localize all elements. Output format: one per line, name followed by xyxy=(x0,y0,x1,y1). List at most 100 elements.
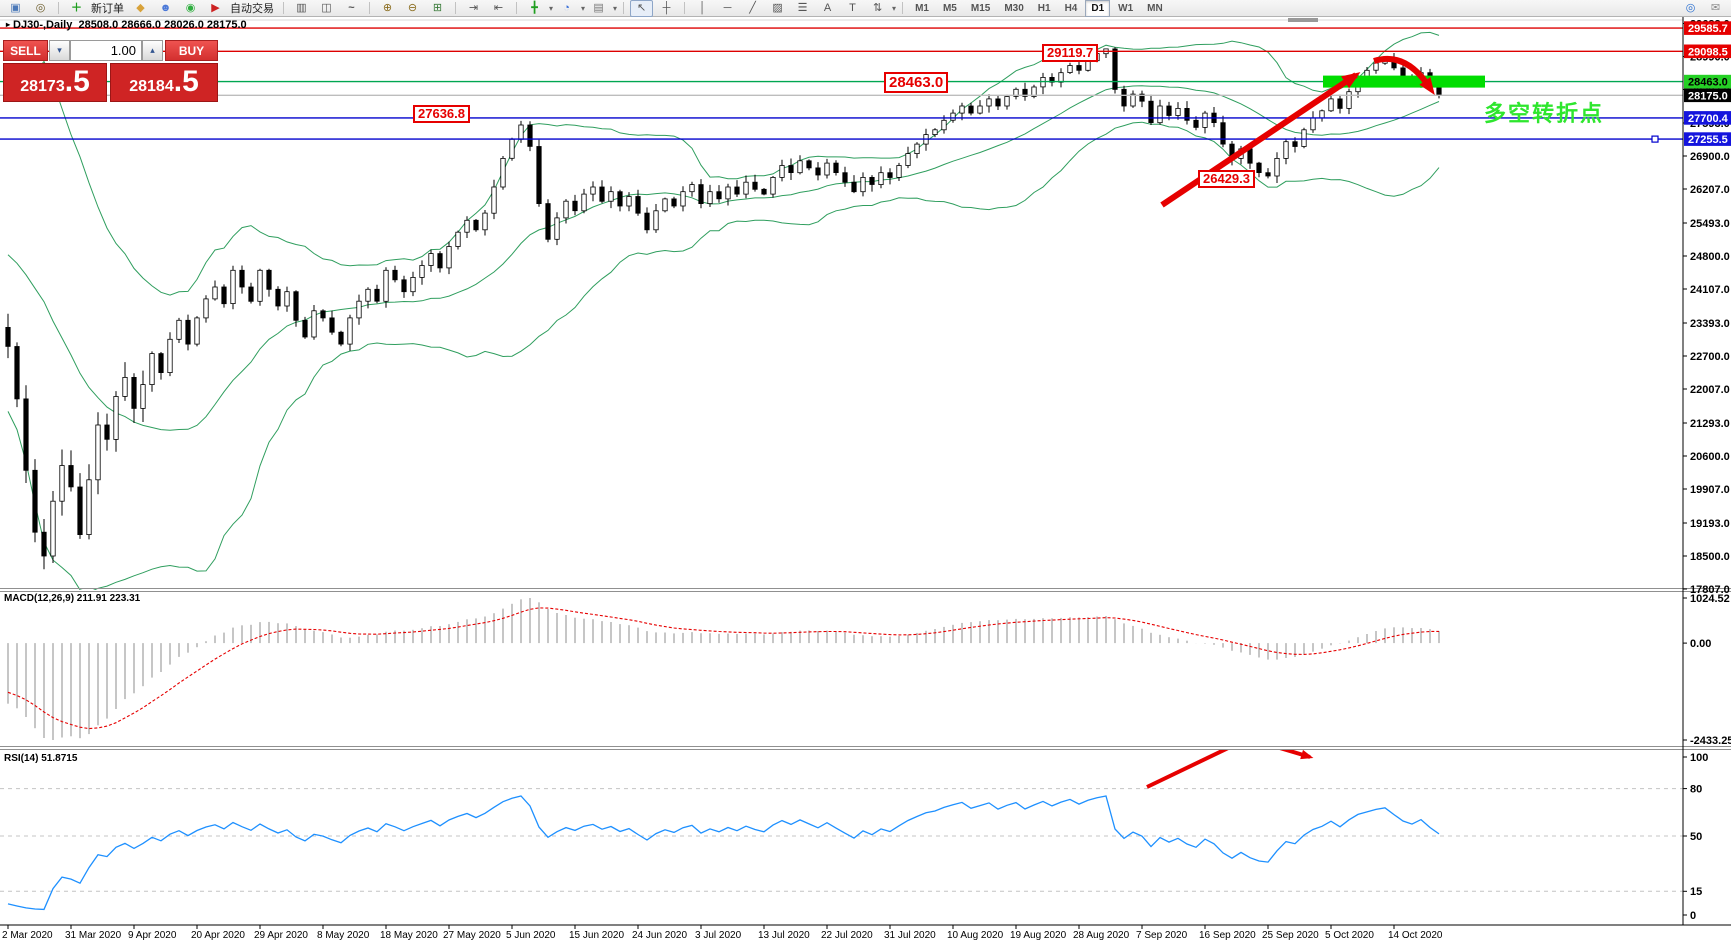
chart-hscrollbar[interactable] xyxy=(0,18,1683,22)
tab-timeframe-m30[interactable]: M30 xyxy=(1004,2,1024,14)
auto-scroll-icon[interactable]: ⇥ xyxy=(468,1,479,14)
window-icon[interactable]: ▣ xyxy=(10,1,21,14)
svg-text:8 May 2020: 8 May 2020 xyxy=(317,930,370,941)
zoom-window-icon[interactable]: ◎ xyxy=(35,1,46,14)
symbol-marker-icon: ▸ xyxy=(6,20,11,29)
buy-price-main: 28184 xyxy=(129,78,174,95)
svg-text:17807.0: 17807.0 xyxy=(1690,584,1730,596)
autotrading-label[interactable]: 自动交易 xyxy=(230,3,274,15)
sell-button[interactable]: SELL xyxy=(3,40,48,61)
svg-text:100: 100 xyxy=(1690,752,1708,764)
buy-price[interactable]: 28184.5 xyxy=(110,63,218,102)
svg-text:19 Aug 2020: 19 Aug 2020 xyxy=(1010,930,1067,941)
volume-increase-button[interactable]: ▴ xyxy=(142,40,163,61)
price-axis[interactable]: 29683.028990.028297.027593.026900.026207… xyxy=(1683,18,1731,922)
chat-icon[interactable]: ✉ xyxy=(1710,1,1721,14)
annotation-resistance-price[interactable]: 28463.0 xyxy=(884,72,949,93)
annotation-turning-point-text[interactable]: 多空转折点 xyxy=(1484,101,1605,126)
chart-shift-icon[interactable]: ⇤ xyxy=(493,1,504,14)
buy-button[interactable]: BUY xyxy=(165,40,218,61)
svg-text:25493.0: 25493.0 xyxy=(1690,218,1730,230)
toolbar-separator xyxy=(516,2,517,14)
rsi-panel[interactable] xyxy=(0,737,1683,911)
svg-text:24 Jun 2020: 24 Jun 2020 xyxy=(632,930,687,941)
svg-text:31 Mar 2020: 31 Mar 2020 xyxy=(65,930,122,941)
zoom-out-icon[interactable]: ⊖ xyxy=(407,1,418,14)
tab-timeframe-mn[interactable]: MN xyxy=(1147,2,1163,14)
candlestick-chart-icon[interactable]: ◫ xyxy=(321,1,332,14)
tab-timeframe-h4[interactable]: H4 xyxy=(1064,2,1078,14)
bollinger-bands xyxy=(7,31,1440,590)
svg-text:22007.0: 22007.0 xyxy=(1690,384,1730,396)
svg-text:29585.7: 29585.7 xyxy=(1688,23,1728,35)
tab-timeframe-m15[interactable]: M15 xyxy=(970,2,991,14)
periods-icon[interactable]: ◔ xyxy=(563,1,570,14)
crosshair-icon[interactable]: ┼ xyxy=(662,1,671,14)
tab-timeframe-w1[interactable]: W1 xyxy=(1118,2,1134,14)
volume-decrease-button[interactable]: ▾ xyxy=(49,40,70,61)
rsi-trend-arrows[interactable] xyxy=(1146,737,1314,789)
cursor-icon[interactable]: ↖ xyxy=(630,0,654,17)
panel-separators[interactable] xyxy=(0,588,1731,750)
svg-text:10 Aug 2020: 10 Aug 2020 xyxy=(947,930,1004,941)
history-icon[interactable]: ◆ xyxy=(136,1,145,14)
chart-canvas[interactable]: 29683.028990.028297.027593.026900.026207… xyxy=(0,17,1731,945)
arrows-tool-icon[interactable]: ⇅ xyxy=(872,1,883,14)
svg-text:24800.0: 24800.0 xyxy=(1690,251,1730,263)
tab-timeframe-m1[interactable]: M1 xyxy=(915,2,929,14)
search-icon[interactable]: ◎ xyxy=(1685,1,1696,14)
bar-chart-icon[interactable]: ▥ xyxy=(296,1,307,14)
svg-text:18500.0: 18500.0 xyxy=(1690,551,1730,563)
signal-icon[interactable]: ◉ xyxy=(185,1,196,14)
chart-title: ▸ DJ30-,Daily 28508.0 28666.0 28026.0 281… xyxy=(6,19,247,31)
sell-price-big-digit: .5 xyxy=(64,65,90,98)
volume-input[interactable]: 1.00 xyxy=(70,40,142,61)
sell-price[interactable]: 28173.5 xyxy=(3,63,107,102)
main-price-panel[interactable] xyxy=(0,27,1683,592)
templates-icon[interactable]: ▤ xyxy=(593,1,604,14)
price-badge: 29585.7 xyxy=(1684,21,1731,35)
macd-panel[interactable] xyxy=(7,598,1440,740)
autotrading-icon[interactable]: ▶ xyxy=(211,1,220,14)
vertical-line-tool-icon[interactable]: │ xyxy=(699,1,706,14)
annotation-peak-price[interactable]: 29119.7 xyxy=(1042,44,1099,62)
tab-timeframe-m5[interactable]: M5 xyxy=(942,2,957,14)
chevron-down-icon[interactable]: ▾ xyxy=(613,3,618,13)
svg-text:80: 80 xyxy=(1690,783,1702,795)
indicators-icon[interactable]: ╋ xyxy=(531,1,538,14)
tab-timeframe-d1[interactable]: D1 xyxy=(1085,0,1111,17)
hline-drag-handle[interactable] xyxy=(1651,135,1659,143)
svg-text:21293.0: 21293.0 xyxy=(1690,418,1730,430)
channel-tool-icon[interactable]: ▨ xyxy=(772,1,783,14)
svg-text:-2433.25: -2433.25 xyxy=(1690,735,1731,747)
chevron-down-icon[interactable]: ▾ xyxy=(892,3,897,13)
fibonacci-tool-icon[interactable]: ☰ xyxy=(797,1,808,14)
horizontal-line-tool-icon[interactable]: ─ xyxy=(723,1,732,14)
zoom-in-icon[interactable]: ⊕ xyxy=(382,1,393,14)
annotation-sep-low-price[interactable]: 26429.3 xyxy=(1198,170,1255,188)
buy-price-big-digit: .5 xyxy=(173,65,199,98)
tab-timeframe-h1[interactable]: H1 xyxy=(1037,2,1051,14)
chart-window[interactable]: 29683.028990.028297.027593.026900.026207… xyxy=(0,17,1731,945)
trend-arrows[interactable] xyxy=(1160,55,1435,208)
tile-windows-icon[interactable]: ⊞ xyxy=(432,1,443,14)
svg-text:16 Sep 2020: 16 Sep 2020 xyxy=(1199,930,1256,941)
line-chart-icon[interactable]: ~ xyxy=(348,1,355,14)
highlight-zone[interactable] xyxy=(1323,75,1485,88)
chevron-down-icon[interactable]: ▾ xyxy=(549,3,554,13)
svg-text:27 May 2020: 27 May 2020 xyxy=(443,930,501,941)
trendline-tool-icon[interactable]: ╱ xyxy=(749,1,756,14)
date-axis[interactable]: 2 Mar 2020 31 Mar 2020 9 Apr 2020 20 Apr 20… xyxy=(2,925,1443,941)
svg-text:24107.0: 24107.0 xyxy=(1690,284,1730,296)
chevron-down-icon[interactable]: ▾ xyxy=(581,3,586,13)
annotation-june-high-price[interactable]: 27636.8 xyxy=(413,105,470,123)
svg-text:22700.0: 22700.0 xyxy=(1690,351,1730,363)
text-tool-icon[interactable]: A xyxy=(823,1,832,14)
horizontal-level-lines[interactable] xyxy=(0,27,1683,143)
label-tool-icon[interactable]: T xyxy=(849,1,856,14)
profile-icon[interactable]: ☻ xyxy=(159,1,172,14)
price-badge: 28463.0 xyxy=(1684,74,1731,89)
new-order-icon[interactable]: ＋ xyxy=(71,1,82,14)
new-order-label[interactable]: 新订单 xyxy=(91,3,124,15)
svg-text:25 Sep 2020: 25 Sep 2020 xyxy=(1262,930,1319,941)
